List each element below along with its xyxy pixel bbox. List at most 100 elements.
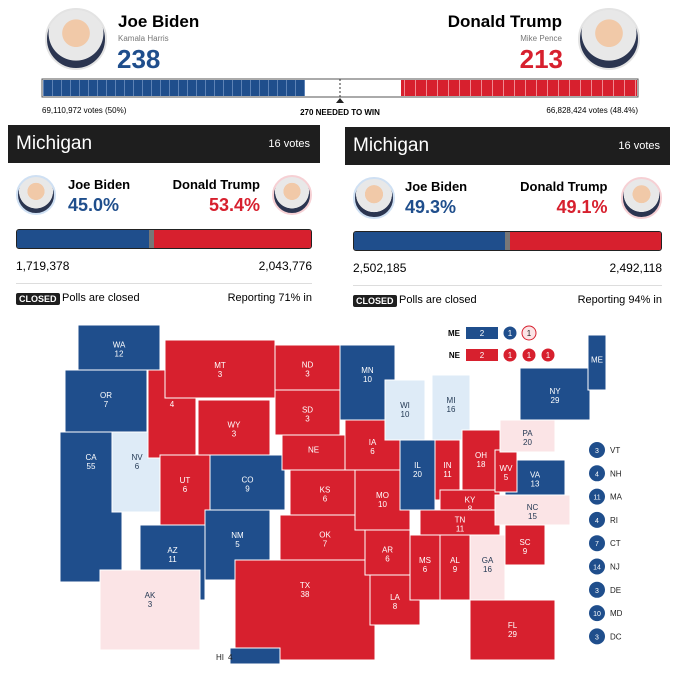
small-state-ev: 11 — [593, 495, 600, 502]
status-badge: CLOSED — [353, 295, 397, 307]
state-abbr: HI — [216, 653, 224, 662]
state — [197, 399, 271, 456]
small-state-ev: 14 — [593, 565, 601, 572]
state-abbr: VA — [530, 471, 541, 480]
state-abbr: MO — [376, 491, 389, 500]
rep-photo — [620, 177, 662, 219]
reporting: Reporting 71% in — [227, 292, 312, 304]
trump-photo — [578, 8, 640, 70]
state-abbr: CA — [85, 453, 97, 462]
state-abbr: ND — [302, 361, 314, 370]
state-ev: 20 — [413, 470, 422, 479]
state-ev: 8 — [393, 602, 398, 611]
state-panel: Michigan 16 votes Joe Biden 45.0% Donald Tru… — [8, 125, 320, 315]
state-ev: 7 — [104, 400, 109, 409]
state-panel: Michigan 16 votes Joe Biden 49.3% Donald Tru… — [345, 127, 670, 323]
dem-photo — [353, 177, 395, 219]
state-abbr: NE — [308, 446, 319, 455]
state-abbr: KS — [320, 486, 331, 495]
state-abbr: WA — [113, 341, 126, 350]
state — [77, 324, 161, 371]
state-abbr: WV — [500, 464, 514, 473]
state-ev: 3 — [148, 600, 153, 609]
biden-votes: 69,110,972 votes (50%) — [42, 106, 127, 115]
state-abbr: GA — [482, 556, 494, 565]
biden-ev: 238 — [117, 44, 161, 74]
trump-mate: Mike Pence — [520, 34, 562, 43]
map: WA12OR7CA55NV6ID4MT3WY3UT6AZ11CO9NM5ND3S… — [59, 324, 623, 665]
state-ev: 6 — [323, 495, 328, 504]
state-ev: 11 — [168, 555, 177, 564]
split-state: ME — [448, 329, 461, 338]
state-ev: 29 — [508, 630, 517, 639]
dem-seg — [43, 80, 305, 96]
state — [159, 454, 211, 526]
state-abbr: AL — [450, 556, 460, 565]
state-ev: 11 — [443, 470, 452, 479]
state-ev: 9 — [245, 485, 250, 494]
rep-count: 2,043,776 — [258, 259, 312, 273]
state-ev: 3 — [218, 370, 223, 379]
state-abbr: AR — [382, 546, 393, 555]
state-abbr: OH — [475, 451, 487, 460]
state-ev: 13 — [531, 480, 540, 489]
dem-pct: 49.3% — [405, 197, 457, 217]
rep-count: 2,492,118 — [609, 261, 663, 275]
state-ev: 6 — [423, 565, 428, 574]
small-state-abbr: NH — [610, 469, 622, 478]
state-votes: 16 votes — [268, 138, 310, 150]
status-badge: CLOSED — [16, 293, 60, 305]
small-state — [589, 511, 605, 528]
small-state — [589, 605, 605, 622]
result-bar — [353, 231, 662, 251]
state-ev: 20 — [523, 438, 532, 447]
state — [209, 454, 286, 511]
state-abbr: MT — [214, 361, 226, 370]
state — [274, 389, 341, 436]
state-abbr: OK — [319, 531, 331, 540]
district — [521, 347, 537, 363]
small-state-abbr: DE — [610, 586, 621, 595]
state-ev: 55 — [87, 462, 96, 471]
state-ev: 5 — [504, 473, 509, 482]
state-abbr: FL — [508, 621, 518, 630]
state-name: Michigan — [16, 133, 93, 154]
small-state-ev: 4 — [595, 471, 599, 478]
state — [469, 599, 556, 661]
split-box — [466, 327, 498, 339]
state-abbr: OR — [100, 391, 112, 400]
state-abbr: TN — [455, 516, 466, 525]
state-ev: 3 — [305, 415, 310, 424]
state-abbr: KY — [465, 496, 476, 505]
divider — [353, 285, 662, 286]
state-abbr: NM — [231, 531, 244, 540]
split-box — [466, 349, 498, 361]
small-state-ev: 7 — [595, 541, 599, 548]
district — [521, 325, 537, 341]
small-state — [589, 465, 605, 482]
state-abbr: IL — [414, 461, 421, 470]
split-box-ev: 2 — [480, 329, 485, 338]
state-abbr: SC — [519, 538, 530, 547]
state-ev: 10 — [401, 410, 410, 419]
small-state-ev: 4 — [595, 518, 599, 525]
small-state-abbr: RI — [610, 516, 618, 525]
state-name: Michigan — [353, 135, 430, 156]
split-state: NE — [449, 351, 461, 360]
ev-bar — [41, 78, 639, 103]
state — [289, 469, 361, 516]
state — [164, 339, 276, 399]
district-ev: 1 — [508, 351, 513, 360]
state-abbr: MN — [361, 366, 374, 375]
rep-name: Donald Trump — [172, 177, 260, 192]
district-ev: 1 — [546, 351, 551, 360]
small-state-ev: 3 — [595, 448, 599, 455]
state-ev: 9 — [453, 565, 458, 574]
state-ev: 6 — [183, 485, 188, 494]
small-state — [589, 442, 605, 458]
state — [469, 534, 506, 601]
small-state-ev: 10 — [593, 611, 601, 618]
state-abbr: WY — [228, 421, 242, 430]
state-ev: 18 — [477, 460, 486, 469]
